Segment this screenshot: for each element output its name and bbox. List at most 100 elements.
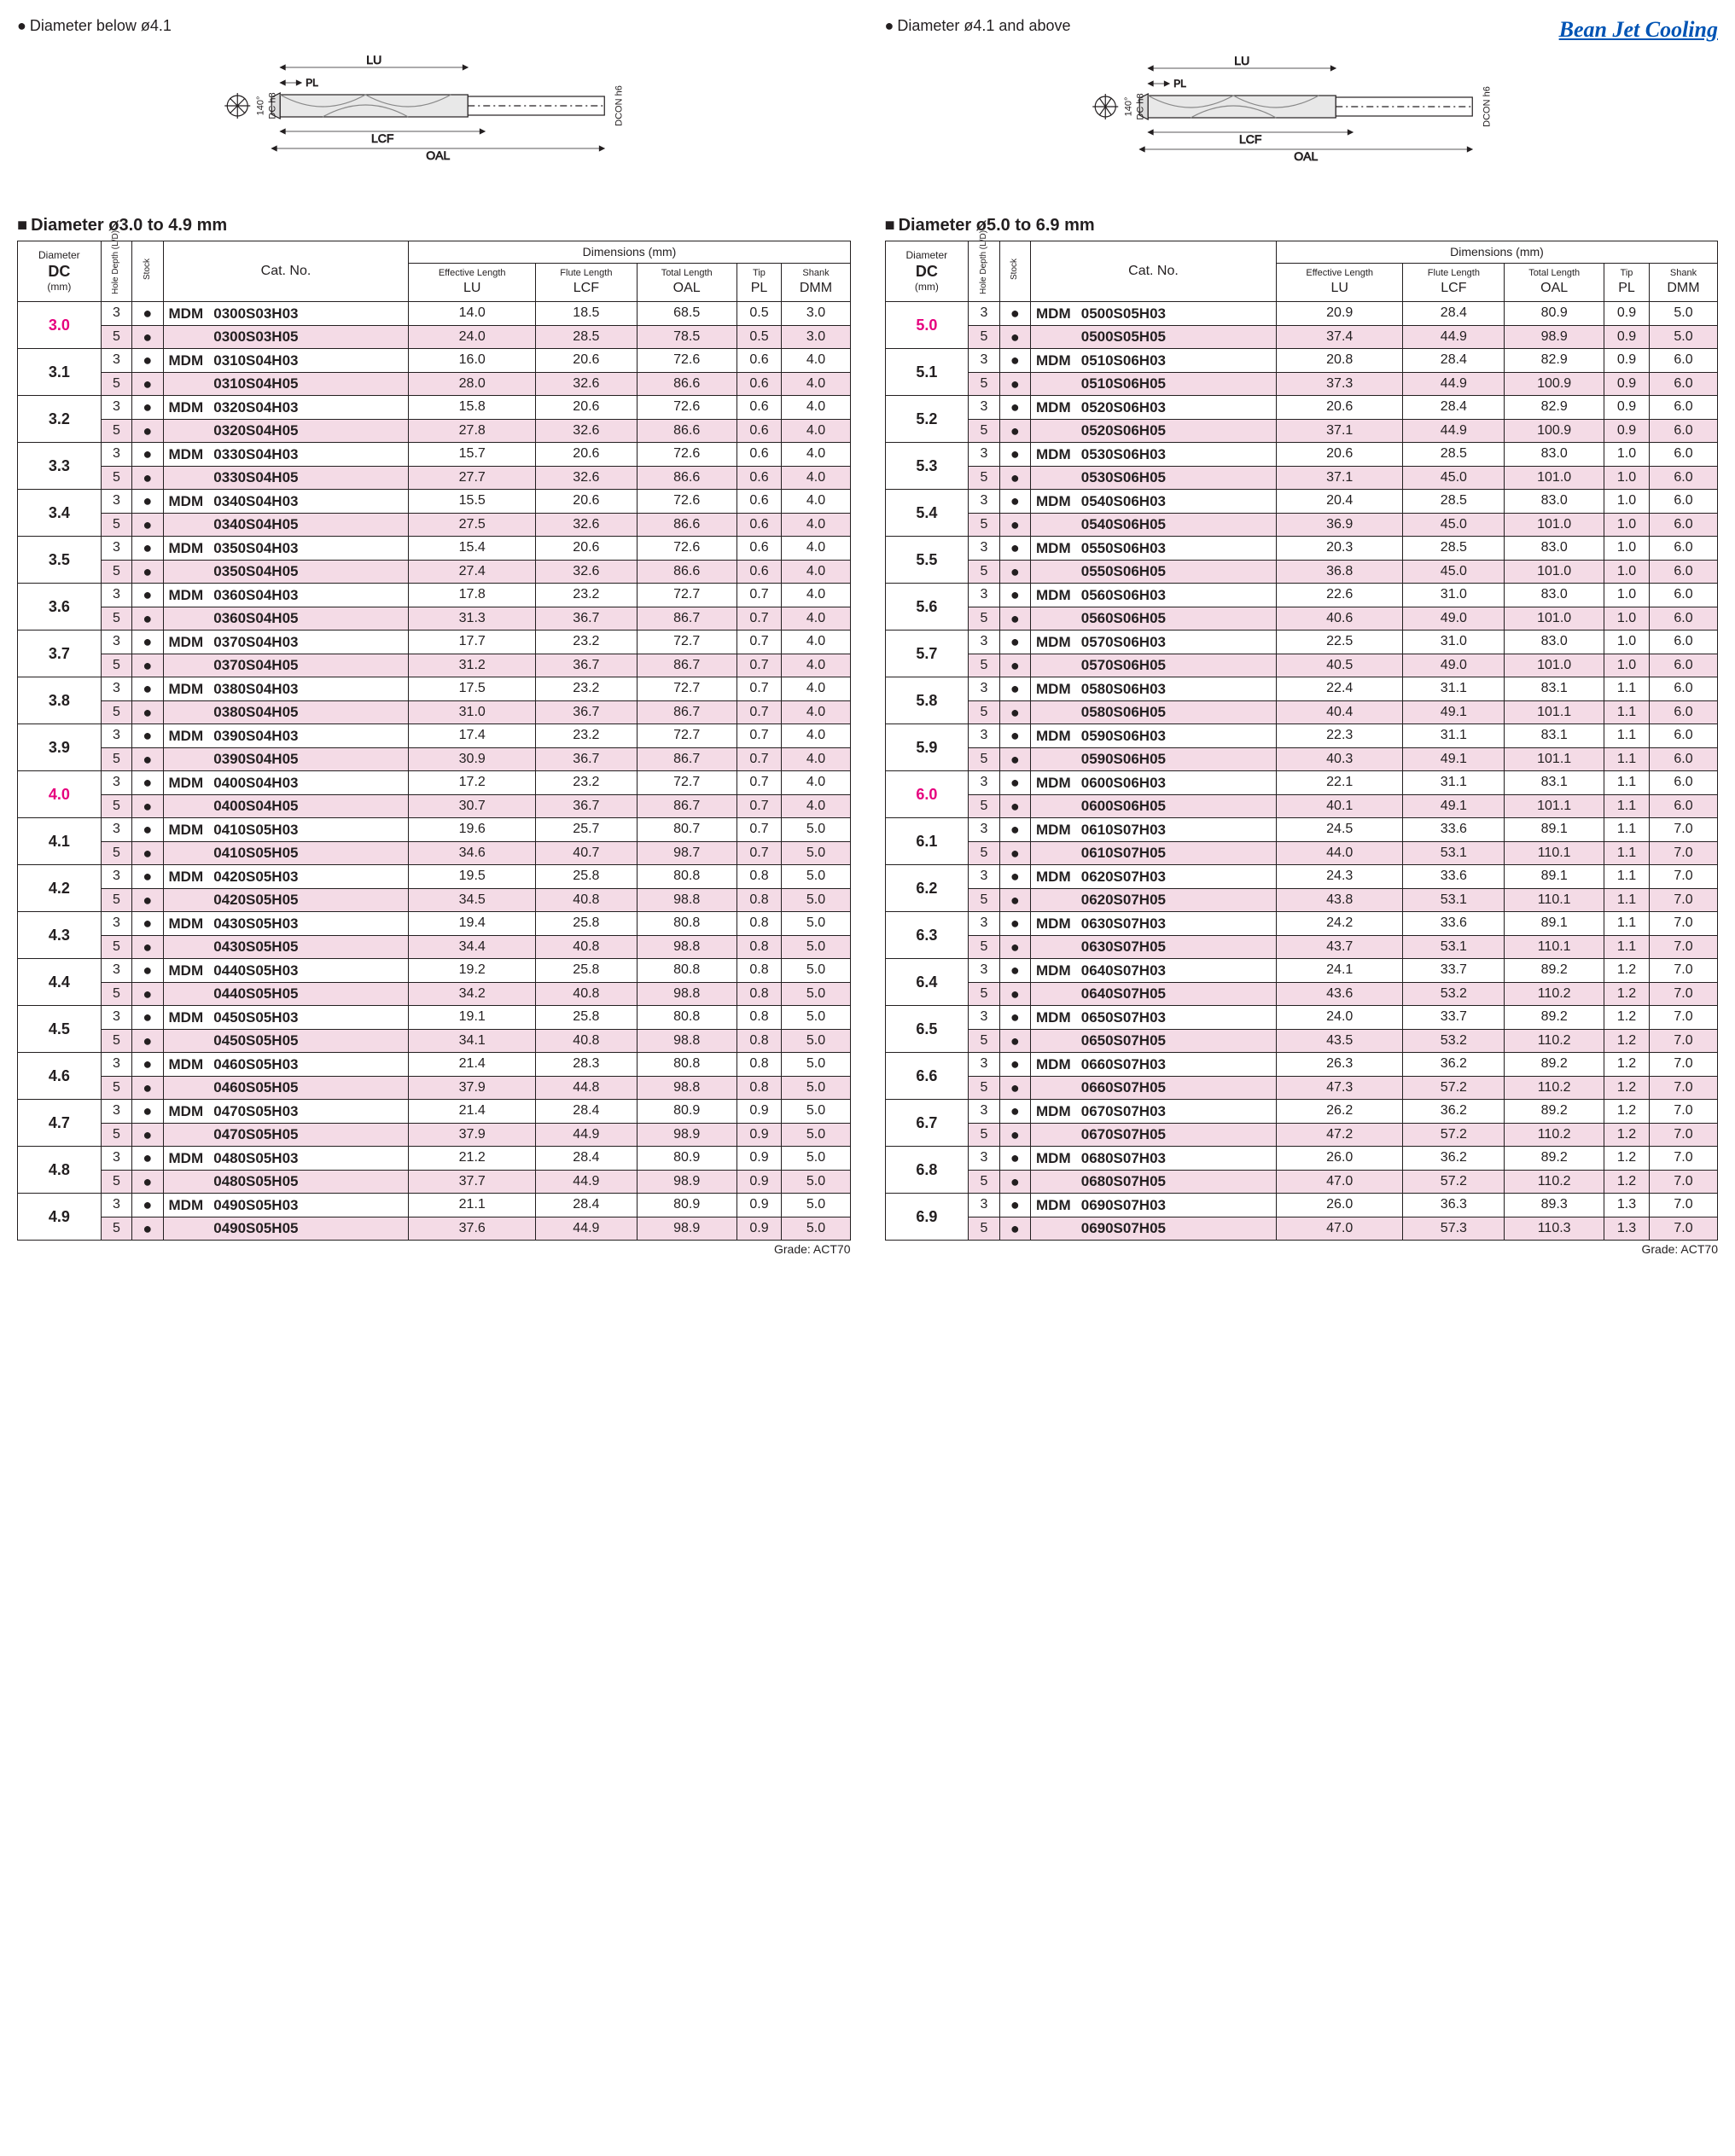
cell-stock: ● [132, 700, 163, 724]
cell-dim: 27.5 [409, 513, 536, 537]
cell-dim: 1.1 [1604, 771, 1650, 795]
cell-catno: MDM 0600S06H03 [1031, 771, 1277, 795]
cell-dim: 98.9 [1505, 325, 1604, 349]
cell-stock: ● [999, 794, 1030, 818]
table2-grade: Grade: ACT70 [885, 1242, 1719, 1256]
cell-dim: 6.0 [1649, 349, 1717, 373]
cell-dim: 36.8 [1276, 560, 1403, 584]
cell-dim: 20.4 [1276, 490, 1403, 514]
cell-dim: 4.0 [782, 537, 850, 561]
cell-dim: 0.7 [737, 747, 782, 771]
cell-stock: ● [999, 1170, 1030, 1194]
cell-stock: ● [132, 654, 163, 677]
cell-catno: MDM 0640S07H03 [1031, 959, 1277, 983]
cell-stock: ● [132, 1076, 163, 1100]
cell-dim: 89.3 [1505, 1194, 1604, 1217]
cell-dim: 1.2 [1604, 982, 1650, 1006]
cell-catno: 0600S06H05 [1031, 794, 1277, 818]
cell-dim: 40.1 [1276, 794, 1403, 818]
cell-dim: 31.3 [409, 607, 536, 631]
cell-stock: ● [999, 982, 1030, 1006]
cell-dim: 89.1 [1505, 818, 1604, 842]
cell-catno: 0620S07H05 [1031, 888, 1277, 912]
cell-dim: 82.9 [1505, 396, 1604, 420]
cell-stock: ● [999, 466, 1030, 490]
cell-dim: 0.8 [737, 1006, 782, 1030]
cell-catno: MDM 0390S04H03 [163, 724, 409, 748]
cell-dim: 5.0 [782, 935, 850, 959]
cell-dim: 72.6 [637, 490, 737, 514]
cell-dim: 0.9 [1604, 302, 1650, 326]
cell-dim: 0.6 [737, 537, 782, 561]
svg-text:LCF: LCF [1239, 132, 1261, 146]
cell-dim: 6.0 [1649, 631, 1717, 654]
cell-catno: 0640S07H05 [1031, 982, 1277, 1006]
cell-holedepth: 3 [101, 677, 131, 701]
cell-dim: 57.2 [1403, 1123, 1505, 1147]
cell-dc: 6.1 [885, 818, 969, 865]
cell-catno: MDM 0670S07H03 [1031, 1100, 1277, 1124]
cell-dim: 7.0 [1649, 959, 1717, 983]
cell-dim: 40.8 [535, 982, 637, 1006]
diagram-right: Bean Jet Cooling Diameter ø4.1 and above… [885, 17, 1719, 165]
cell-dim: 19.6 [409, 818, 536, 842]
cell-holedepth: 5 [101, 1076, 131, 1100]
cell-catno: 0350S04H05 [163, 560, 409, 584]
cell-stock: ● [132, 865, 163, 889]
cell-holedepth: 3 [969, 959, 999, 983]
cell-dim: 57.2 [1403, 1170, 1505, 1194]
cell-holedepth: 5 [969, 747, 999, 771]
hd-col: Total LengthOAL [637, 264, 737, 302]
cell-stock: ● [999, 1217, 1030, 1241]
cell-holedepth: 3 [969, 1006, 999, 1030]
cell-dc: 6.2 [885, 865, 969, 912]
cell-dim: 6.0 [1649, 677, 1717, 701]
cell-dim: 45.0 [1403, 513, 1505, 537]
cell-dim: 37.9 [409, 1123, 536, 1147]
cell-dc: 5.8 [885, 677, 969, 724]
cell-dim: 5.0 [1649, 325, 1717, 349]
cell-dim: 6.0 [1649, 654, 1717, 677]
cell-dim: 101.0 [1505, 607, 1604, 631]
cell-catno: MDM 0430S05H03 [163, 912, 409, 936]
cell-dim: 0.9 [1604, 349, 1650, 373]
cell-catno: 0630S07H05 [1031, 935, 1277, 959]
cell-dim: 36.2 [1403, 1053, 1505, 1077]
cell-dim: 36.7 [535, 607, 637, 631]
cell-dim: 36.7 [535, 700, 637, 724]
cell-catno: 0540S06H05 [1031, 513, 1277, 537]
hd-col: Effective LengthLU [1276, 264, 1403, 302]
cell-stock: ● [999, 771, 1030, 795]
cell-dim: 0.6 [737, 372, 782, 396]
cell-dim: 36.7 [535, 654, 637, 677]
cell-catno: 0370S04H05 [163, 654, 409, 677]
cell-stock: ● [132, 747, 163, 771]
cell-dim: 0.5 [737, 325, 782, 349]
cell-dim: 78.5 [637, 325, 737, 349]
cell-dim: 110.2 [1505, 1170, 1604, 1194]
cell-dim: 86.7 [637, 794, 737, 818]
cell-dim: 0.7 [737, 771, 782, 795]
cell-dim: 0.8 [737, 888, 782, 912]
cell-dim: 25.8 [535, 959, 637, 983]
cell-dim: 5.0 [782, 888, 850, 912]
cell-dim: 27.4 [409, 560, 536, 584]
cell-dim: 31.0 [1403, 584, 1505, 607]
cell-dim: 1.1 [1604, 912, 1650, 936]
cell-dim: 17.4 [409, 724, 536, 748]
cell-catno: MDM 0320S04H03 [163, 396, 409, 420]
svg-text:LCF: LCF [371, 131, 393, 145]
cell-dim: 83.1 [1505, 677, 1604, 701]
cell-dim: 6.0 [1649, 372, 1717, 396]
cell-dc: 3.3 [18, 443, 102, 490]
hd-hole: Hole Depth (L/D) [969, 241, 999, 302]
cell-dim: 43.5 [1276, 1029, 1403, 1053]
cell-dim: 7.0 [1649, 818, 1717, 842]
cell-dim: 86.7 [637, 747, 737, 771]
drill-diagram-left: LU PL LCF OAL 140° DC h8 DCON h6 [17, 42, 851, 161]
cell-stock: ● [999, 818, 1030, 842]
cell-dim: 1.0 [1604, 537, 1650, 561]
cell-catno: MDM 0420S05H03 [163, 865, 409, 889]
cell-dim: 89.2 [1505, 1100, 1604, 1124]
hd-col: Total LengthOAL [1505, 264, 1604, 302]
